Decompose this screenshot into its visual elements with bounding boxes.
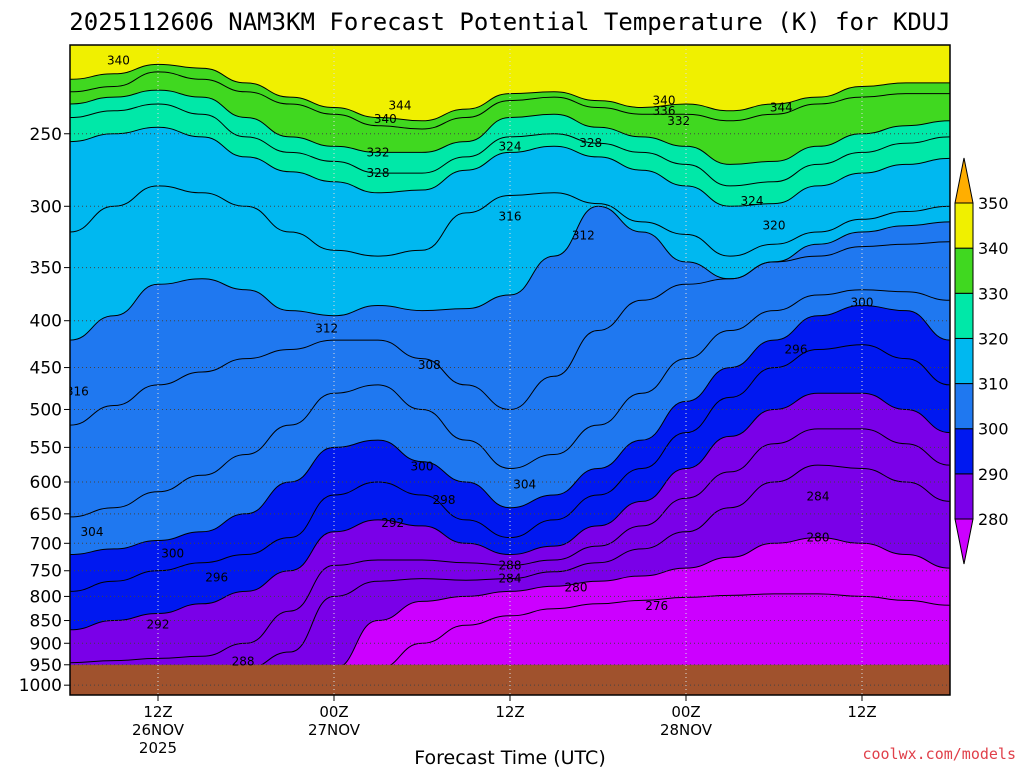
contour-line-292: [70, 392, 950, 631]
contour-label: 316: [66, 385, 89, 399]
colorbar-tick-label: 300: [978, 420, 1009, 439]
contour-label: 340: [374, 112, 397, 126]
contour-label: 292: [381, 516, 404, 530]
contour-label: 288: [232, 654, 255, 668]
x-tick-label: 12Z: [143, 703, 172, 721]
colorbar-tick-label: 310: [978, 375, 1009, 394]
y-tick-label: 1000: [19, 676, 62, 696]
x-tick-label: 00Z: [671, 703, 700, 721]
colorbar-band: [954, 202, 974, 249]
y-tick-label: 600: [30, 473, 62, 493]
contour-label: 312: [315, 322, 338, 336]
contour-label: 316: [499, 210, 522, 224]
colorbar-tick-label: 330: [978, 284, 1009, 303]
x-axis-label: Forecast Time (UTC): [414, 747, 605, 768]
contour-line-304: [70, 289, 950, 518]
y-tick-label: 350: [30, 259, 62, 279]
y-tick-label: 750: [30, 562, 62, 582]
y-tick-label: 900: [30, 634, 62, 654]
colorbar-tick-label: 290: [978, 465, 1009, 484]
contour-line-312: [70, 205, 950, 341]
contour-label: 300: [161, 546, 184, 560]
contour-label: 300: [411, 459, 434, 473]
contour-label: 308: [418, 358, 441, 372]
contour-label: 324: [499, 139, 522, 153]
site-credit: coolwx.com/models: [862, 745, 1016, 763]
colorbar-band: [954, 428, 974, 475]
contour-label: 340: [653, 94, 676, 108]
chart-title: 2025112606 NAM3KM Forecast Potential Tem…: [69, 8, 950, 36]
colorbar-tick-label: 280: [978, 510, 1009, 529]
contour-label: 304: [513, 478, 536, 492]
colorbar-tick-label: 340: [978, 239, 1009, 258]
contour-label: 312: [572, 229, 595, 243]
y-axis: 2503003504004505005506006507007508008509…: [19, 125, 70, 696]
contour-label: 280: [807, 531, 830, 545]
contour-line-324: [70, 126, 950, 207]
y-tick-label: 700: [30, 534, 62, 554]
contour-label: 332: [667, 114, 690, 128]
colorbar-extend-max: [954, 157, 974, 204]
colorbar-band: [954, 247, 974, 294]
x-tick-label: 27NOV: [308, 721, 361, 739]
x-tick-label: 12Z: [495, 703, 524, 721]
contour-label: 332: [367, 145, 390, 159]
contour-label: 284: [499, 572, 522, 586]
contour-line-328: [70, 103, 950, 187]
colorbar-band: [954, 337, 974, 385]
contour-label: 328: [579, 136, 602, 150]
y-tick-label: 800: [30, 587, 62, 607]
contour-line-344: [70, 71, 950, 130]
y-tick-label: 950: [30, 656, 62, 676]
contour-label: 292: [147, 617, 170, 631]
colorbar-extend-min: [954, 518, 974, 565]
colorbar-tick-label: 320: [978, 329, 1009, 348]
contour-lines: [70, 63, 950, 670]
contour-label: 300: [851, 295, 874, 309]
contour-label: 296: [785, 342, 808, 356]
y-tick-label: 550: [30, 438, 62, 458]
colorbar-legend: 280 290 300 310 320 330 340 350: [954, 157, 1009, 565]
contour-line-300: [70, 304, 950, 555]
grid-lines: [70, 45, 950, 695]
y-tick-label: 850: [30, 612, 62, 632]
y-tick-label: 650: [30, 505, 62, 525]
contour-label: 328: [367, 166, 390, 180]
contour-label: 288: [499, 558, 522, 572]
colorbar-tick-label: 350: [978, 194, 1009, 213]
contour-label: 340: [107, 54, 130, 68]
colorbar-band: [954, 383, 974, 430]
x-tick-label: 26NOV: [132, 721, 185, 739]
colorbar-band: [954, 292, 974, 339]
y-tick-label: 500: [30, 400, 62, 420]
contour-line-316: [70, 185, 950, 257]
contour-label: 298: [433, 493, 456, 507]
contour-label: 336: [653, 104, 676, 118]
contour-label: 296: [205, 571, 228, 585]
x-tick-label: 12Z: [847, 703, 876, 721]
y-tick-label: 300: [30, 197, 62, 217]
contour-line-296: [70, 344, 950, 592]
colorbar-band: [954, 473, 974, 520]
x-tick-label: 00Z: [319, 703, 348, 721]
contour-label: 284: [807, 489, 830, 503]
contour-label: 320: [763, 219, 786, 233]
x-tick-label: 2025: [139, 739, 177, 757]
contour-label: 344: [389, 99, 412, 113]
y-tick-label: 400: [30, 312, 62, 332]
contour-label: 344: [770, 100, 793, 114]
contour-label: 276: [645, 599, 668, 613]
x-tick-label: 28NOV: [660, 721, 713, 739]
y-tick-label: 450: [30, 359, 62, 379]
contour-label: 324: [741, 194, 764, 208]
contour-label: 280: [565, 580, 588, 594]
y-tick-label: 250: [30, 125, 62, 145]
contour-label: 304: [81, 525, 104, 539]
